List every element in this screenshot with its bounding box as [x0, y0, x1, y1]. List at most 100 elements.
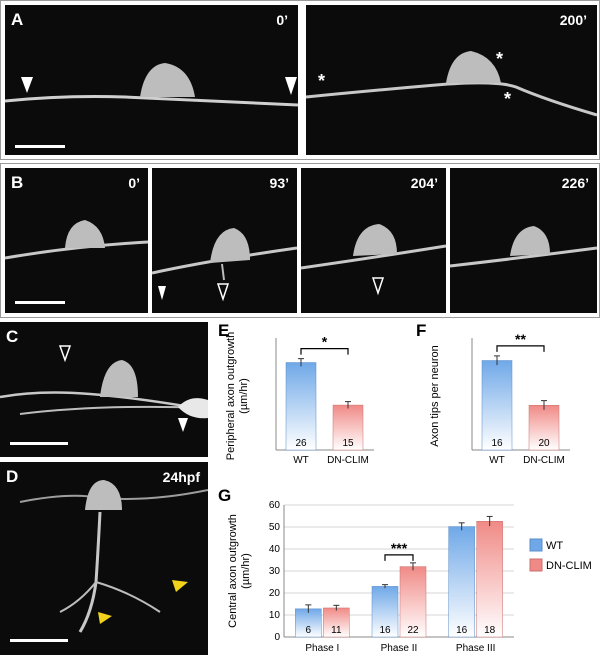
y-axis-unit: (µm/hr)	[238, 378, 250, 414]
time-label: 204’	[410, 175, 438, 191]
svg-text:*: *	[318, 71, 325, 91]
n-label: 26	[295, 438, 307, 449]
panel-label: B	[11, 173, 24, 192]
arrowhead-icon	[178, 418, 188, 432]
n-label: 6	[306, 625, 312, 636]
panel-label: G	[218, 486, 232, 505]
panel-b-frame: B 0’ 93’ 204’ 226’	[0, 163, 600, 318]
open-arrowhead-icon	[216, 283, 230, 302]
arrowhead-icon	[21, 77, 33, 93]
time-label: 200’	[559, 12, 587, 28]
scale-bar	[15, 145, 65, 148]
scale-bar	[15, 301, 65, 304]
n-label: 18	[484, 625, 496, 636]
neuron-micrograph	[0, 345, 208, 432]
svg-text:*: *	[496, 49, 503, 69]
n-label: 11	[331, 625, 342, 636]
significance-marker: *	[322, 334, 328, 350]
panel-b-image-3: 204’	[301, 168, 446, 313]
bar	[448, 526, 475, 638]
time-label: 0’	[276, 12, 288, 28]
category-label: Phase I	[305, 643, 339, 654]
time-label: 226’	[561, 175, 589, 191]
neuron-micrograph	[5, 63, 298, 107]
svg-text:*: *	[504, 89, 511, 109]
bar	[476, 521, 503, 638]
bar	[371, 586, 399, 638]
n-label: 22	[407, 625, 419, 636]
y-axis-label: Peripheral axon outgrowth(µm/hr)	[225, 332, 250, 460]
bar	[528, 405, 560, 451]
neuron-micrograph	[5, 220, 148, 260]
yellow-arrowhead-icon	[98, 612, 112, 624]
bar	[285, 362, 317, 451]
category-label: WT	[293, 455, 309, 466]
n-label: 16	[491, 438, 503, 449]
time-label: 93’	[269, 175, 289, 191]
panel-c-image: C	[0, 322, 208, 457]
significance-bracket	[496, 345, 545, 352]
time-label: 0’	[128, 175, 140, 191]
y-tick-label: 50	[269, 522, 281, 533]
y-axis-unit: (µm/hr)	[240, 553, 252, 589]
bar	[399, 566, 427, 638]
panel-label: D	[6, 467, 19, 486]
scale-bar	[10, 639, 68, 642]
panel-a-image-2: * * * 200’	[306, 5, 597, 155]
category-label: Phase III	[456, 643, 495, 654]
y-axis-label: Axon tips per neuron	[429, 345, 441, 447]
y-axis-label-line: Central axon outgrowth	[227, 514, 239, 628]
panel-label: A	[11, 10, 24, 29]
y-axis-label: Central axon outgrowth(µm/hr)	[227, 514, 252, 628]
arrowhead-icon	[285, 77, 297, 95]
y-tick-label: 10	[269, 610, 281, 621]
y-axis-label-line: Peripheral axon outgrowth	[225, 332, 237, 460]
neuron-micrograph	[450, 226, 597, 268]
significance-bracket	[300, 348, 349, 355]
axon-tips-chart: Axon tips per neuron 16 WT 20 DN-CLIM **	[429, 331, 570, 466]
peripheral-axon-outgrowth-chart: Peripheral axon outgrowth(µm/hr) 26 WT 15 DN…	[225, 332, 374, 466]
panel-b-image-4: 226’	[450, 168, 597, 313]
y-tick-label: 60	[269, 500, 281, 511]
bar	[295, 608, 322, 638]
scale-bar	[10, 442, 68, 445]
panel-a-image-1: A 0’	[5, 5, 298, 155]
y-axis-label-line: Axon tips per neuron	[429, 345, 441, 447]
y-tick-label: 0	[274, 632, 280, 643]
central-axon-outgrowth-chart: Central axon outgrowth(µm/hr) 0 10 20 30 40 50…	[227, 500, 592, 654]
n-label: 16	[379, 625, 391, 636]
panel-a-frame: A 0’ * * * 200’	[0, 0, 600, 160]
panel-label: C	[6, 327, 19, 346]
bar	[481, 360, 513, 451]
legend-label: DN-CLIM	[546, 560, 592, 572]
legend-label: WT	[546, 540, 563, 552]
panel-label: E	[218, 321, 230, 340]
significance-bracket	[384, 554, 414, 561]
legend-swatch	[529, 538, 543, 552]
panel-label: F	[416, 321, 427, 340]
n-label: 15	[342, 438, 354, 449]
category-label: Phase II	[381, 643, 418, 654]
open-arrowhead-icon	[371, 277, 385, 296]
n-label: 16	[456, 625, 468, 636]
significance-marker: **	[515, 331, 526, 347]
open-arrowhead-icon	[58, 345, 72, 363]
neuron-micrograph	[19, 480, 208, 633]
category-label: DN-CLIM	[327, 455, 369, 466]
y-tick-label: 20	[269, 588, 281, 599]
n-label: 20	[538, 438, 550, 449]
legend-swatch	[529, 558, 543, 572]
category-label: WT	[489, 455, 505, 466]
neuron-micrograph: * * *	[306, 49, 597, 117]
panel-d-image: D 24hpf	[0, 462, 208, 655]
yellow-arrowhead-icon	[172, 580, 188, 592]
stage-label: 24hpf	[162, 469, 200, 485]
arrowhead-icon	[158, 286, 166, 300]
y-tick-label: 40	[269, 544, 281, 555]
panel-b-image-2: 93’	[152, 168, 297, 313]
category-label: DN-CLIM	[523, 455, 565, 466]
significance-marker: ***	[391, 540, 408, 556]
neuron-micrograph	[152, 228, 297, 302]
neuron-micrograph	[301, 224, 446, 296]
y-tick-label: 30	[269, 566, 281, 577]
